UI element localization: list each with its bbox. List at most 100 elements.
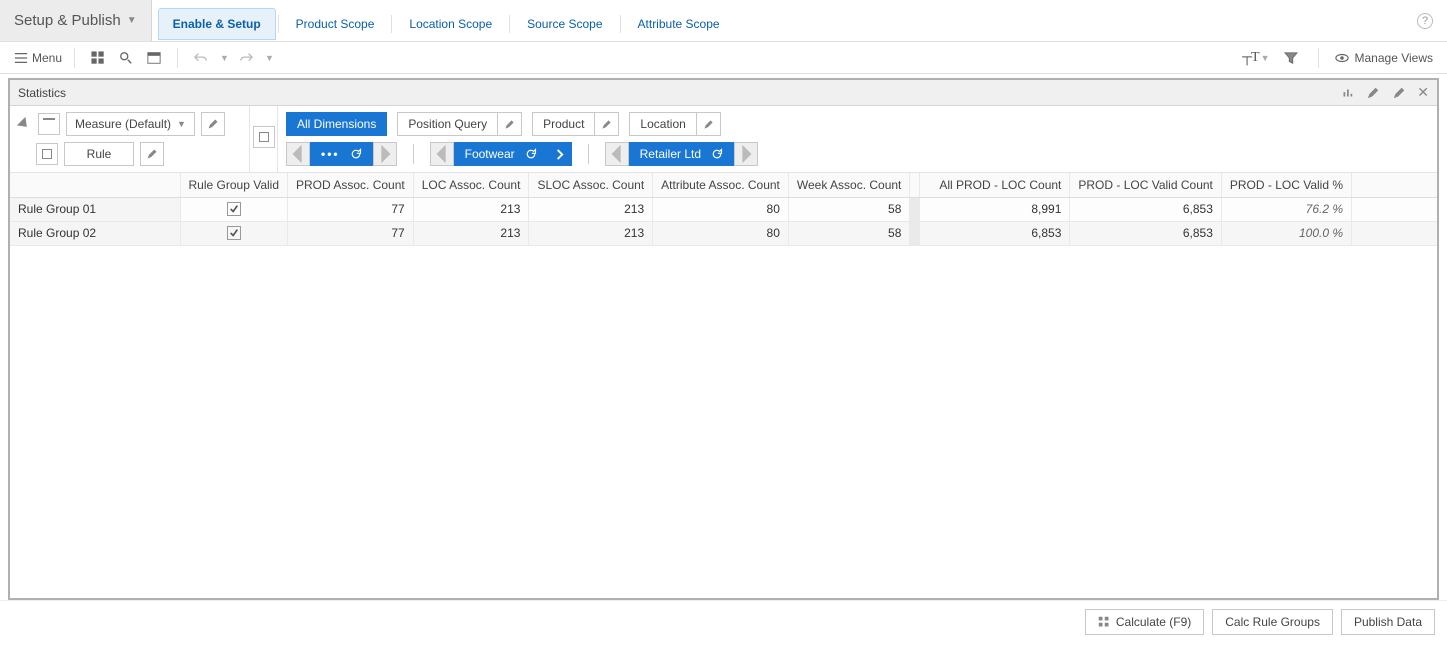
cell: 6,853 (1070, 197, 1222, 221)
position-query-chip[interactable]: Position Query (397, 112, 522, 136)
calc-rule-groups-button[interactable]: Calc Rule Groups (1212, 609, 1333, 635)
cell: 213 (413, 221, 529, 245)
refresh-icon (350, 148, 362, 160)
next-button[interactable] (548, 142, 572, 166)
next-button[interactable] (734, 142, 758, 166)
edit-icon-2[interactable] (1391, 85, 1407, 101)
top-tab-bar: Setup & Publish ▼ Enable & Setup Product… (0, 0, 1447, 42)
calculate-button[interactable]: Calculate (F9) (1085, 609, 1204, 635)
all-dimensions-chip[interactable]: All Dimensions (286, 112, 387, 136)
breadcrumb-nav-product: Footwear (430, 142, 572, 166)
cell: 77 (288, 221, 414, 245)
breadcrumb-nav-location: Retailer Ltd (605, 142, 758, 166)
cell: 80 (653, 221, 789, 245)
layout-col-btn[interactable] (36, 143, 58, 165)
cell-valid[interactable] (180, 197, 288, 221)
cell: 213 (529, 197, 653, 221)
breadcrumb-product[interactable]: Footwear (454, 142, 548, 166)
page-title: Setup & Publish (14, 12, 121, 29)
edit-measure-button[interactable] (201, 112, 225, 136)
redo-dropdown[interactable]: ▼ (265, 53, 274, 63)
panel-header: Statistics ✕ (10, 80, 1437, 106)
manage-views-button[interactable]: Manage Views (1335, 51, 1434, 65)
col-header[interactable]: SLOC Assoc. Count (529, 173, 653, 197)
page-axis-btn[interactable] (253, 126, 275, 148)
breadcrumb-nav-root: ••• (286, 142, 397, 166)
cell-valid[interactable] (180, 221, 288, 245)
cell: 77 (288, 197, 414, 221)
page-title-dropdown[interactable]: Setup & Publish ▼ (0, 0, 152, 41)
tab-source-scope[interactable]: Source Scope (512, 8, 617, 40)
next-button[interactable] (373, 142, 397, 166)
cell: 213 (529, 221, 653, 245)
prev-button[interactable] (430, 142, 454, 166)
cell: 58 (788, 197, 910, 221)
tab-attribute-scope[interactable]: Attribute Scope (623, 8, 735, 40)
left-controls: Measure (Default) ▼ Rule (10, 106, 250, 172)
table-header-row: Rule Group Valid PROD Assoc. Count LOC A… (10, 173, 1437, 197)
cell: 6,853 (1070, 221, 1222, 245)
right-controls: All Dimensions Position Query Product Lo… (278, 106, 1437, 172)
col-header[interactable]: Rule Group Valid (180, 173, 288, 197)
table-row[interactable]: Rule Group 02 77 213 213 80 58 6,853 6,8… (10, 221, 1437, 245)
tiles-icon[interactable] (87, 47, 109, 69)
caret-down-icon: ▼ (177, 119, 186, 129)
menu-button[interactable]: Menu (14, 47, 62, 69)
control-strip: Measure (Default) ▼ Rule (10, 106, 1437, 173)
statistics-panel: Statistics ✕ Measure (Default) ▼ (8, 78, 1439, 600)
main-toolbar: Menu ▼ ▼ ┬T▼ Manage Views (0, 42, 1447, 74)
cell: 80 (653, 197, 789, 221)
cell: 6,853 (920, 221, 1070, 245)
col-header[interactable]: PROD - LOC Valid Count (1070, 173, 1222, 197)
col-header[interactable]: Attribute Assoc. Count (653, 173, 789, 197)
pencil-icon[interactable] (497, 112, 521, 136)
refresh-icon (525, 148, 537, 160)
tab-enable-setup[interactable]: Enable & Setup (158, 8, 276, 40)
col-header[interactable]: LOC Assoc. Count (413, 173, 529, 197)
layout-row-btn[interactable] (38, 113, 60, 135)
col-header[interactable]: All PROD - LOC Count (920, 173, 1070, 197)
edit-rule-button[interactable] (140, 142, 164, 166)
breadcrumb-location[interactable]: Retailer Ltd (629, 142, 734, 166)
table-row[interactable]: Rule Group 01 77 213 213 80 58 8,991 6,8… (10, 197, 1437, 221)
undo-dropdown[interactable]: ▼ (220, 53, 229, 63)
cell: 100.0 % (1221, 221, 1351, 245)
cell: 8,991 (920, 197, 1070, 221)
col-header[interactable]: PROD Assoc. Count (288, 173, 414, 197)
pencil-icon[interactable] (594, 112, 618, 136)
pencil-icon[interactable] (696, 112, 720, 136)
row-label: Rule Group 02 (10, 221, 180, 245)
col-header[interactable]: Week Assoc. Count (788, 173, 910, 197)
undo-button[interactable] (190, 47, 212, 69)
tab-location-scope[interactable]: Location Scope (394, 8, 507, 40)
filter-icon[interactable] (1280, 47, 1302, 69)
prev-button[interactable] (286, 142, 310, 166)
refresh-icon (711, 148, 723, 160)
cell: 213 (413, 197, 529, 221)
breadcrumb-root[interactable]: ••• (310, 142, 373, 166)
search-icon[interactable] (115, 47, 137, 69)
rule-button[interactable]: Rule (64, 142, 134, 166)
text-size-button[interactable]: ┬T▼ (1242, 47, 1269, 69)
close-icon[interactable]: ✕ (1417, 84, 1429, 101)
footer-actions: Calculate (F9) Calc Rule Groups Publish … (0, 600, 1447, 643)
panel-title: Statistics (18, 86, 66, 100)
caret-down-icon: ▼ (127, 15, 137, 26)
tabs: Enable & Setup Product Scope Location Sc… (152, 0, 741, 41)
collapse-toggle[interactable] (17, 117, 31, 131)
cell: 58 (788, 221, 910, 245)
edit-icon[interactable] (1365, 85, 1381, 101)
help-icon[interactable]: ? (1417, 13, 1433, 29)
measure-dropdown[interactable]: Measure (Default) ▼ (66, 112, 195, 136)
product-chip[interactable]: Product (532, 112, 619, 136)
data-grid[interactable]: Rule Group Valid PROD Assoc. Count LOC A… (10, 173, 1437, 598)
chart-icon[interactable] (1339, 85, 1355, 101)
location-chip[interactable]: Location (629, 112, 720, 136)
row-label: Rule Group 01 (10, 197, 180, 221)
col-header[interactable]: PROD - LOC Valid % (1221, 173, 1351, 197)
layout-icon[interactable] (143, 47, 165, 69)
tab-product-scope[interactable]: Product Scope (281, 8, 390, 40)
redo-button[interactable] (235, 47, 257, 69)
publish-data-button[interactable]: Publish Data (1341, 609, 1435, 635)
prev-button[interactable] (605, 142, 629, 166)
